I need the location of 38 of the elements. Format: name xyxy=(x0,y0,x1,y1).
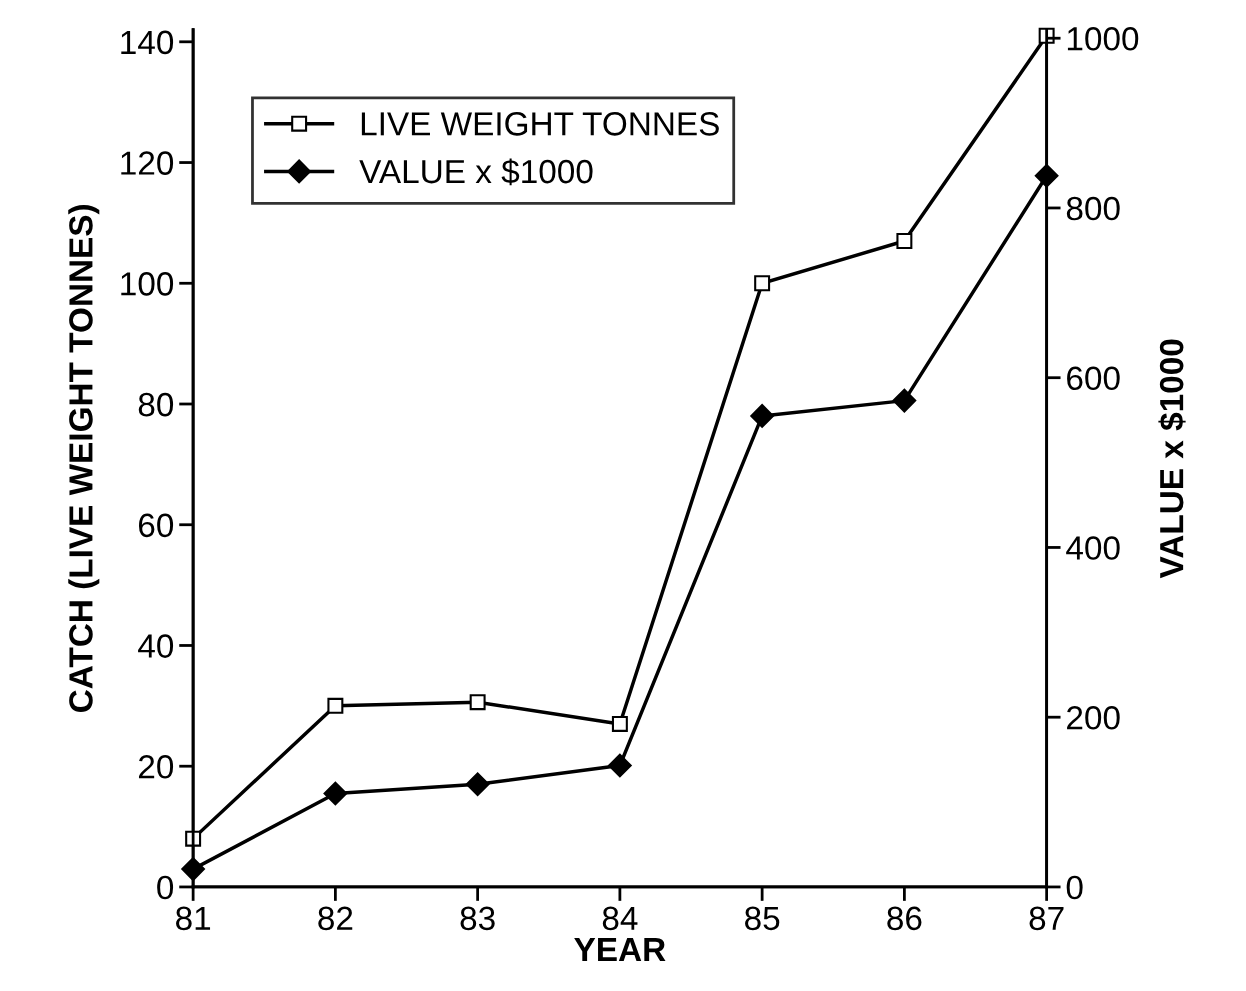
y2-axis-title: VALUE x $1000 xyxy=(1158,339,1186,579)
y-tick-label: 0 xyxy=(157,875,174,900)
point xyxy=(608,753,632,778)
legend-label: VALUE x $1000 xyxy=(359,158,593,186)
x-axis-title: YEAR xyxy=(574,937,666,961)
y2-tick-label: 400 xyxy=(1066,536,1120,560)
y2-tick-label: 0 xyxy=(1066,875,1083,900)
y-tick-label: 140 xyxy=(121,30,174,55)
point xyxy=(323,781,348,806)
point xyxy=(181,857,205,881)
y2-tick-label: 800 xyxy=(1066,196,1120,221)
y-tick-label: 80 xyxy=(138,392,174,417)
point xyxy=(896,233,913,249)
x-tick-label: 87 xyxy=(1029,906,1064,931)
point xyxy=(1034,163,1059,188)
x-tick-label: 83 xyxy=(460,906,495,931)
x-tick-label: 86 xyxy=(887,906,922,931)
point xyxy=(750,404,774,428)
point xyxy=(754,275,771,292)
x-tick-label: 82 xyxy=(318,906,353,931)
point xyxy=(465,772,490,797)
y-axis-title: CATCH (LIVE WEIGHT TONNES) xyxy=(68,205,100,712)
y2-tick-label: 600 xyxy=(1067,366,1120,391)
x-tick-label: 81 xyxy=(176,906,211,931)
y-tick-label: 60 xyxy=(139,513,174,538)
y2-tick-label: 1000 xyxy=(1067,27,1139,51)
x-tick-label: 85 xyxy=(745,906,780,931)
legend-label: LIVE WEIGHT TONNES xyxy=(361,112,719,136)
x-tick-label: 84 xyxy=(602,906,638,931)
y-tick-label: 100 xyxy=(121,272,174,296)
y2-tick-label: 200 xyxy=(1067,706,1120,730)
y-tick-label: 120 xyxy=(121,151,174,175)
point xyxy=(611,715,628,732)
y-tick-label: 20 xyxy=(138,755,174,779)
y-tick-label: 40 xyxy=(138,634,174,658)
point xyxy=(469,694,486,711)
point xyxy=(892,388,917,413)
point xyxy=(327,697,344,714)
